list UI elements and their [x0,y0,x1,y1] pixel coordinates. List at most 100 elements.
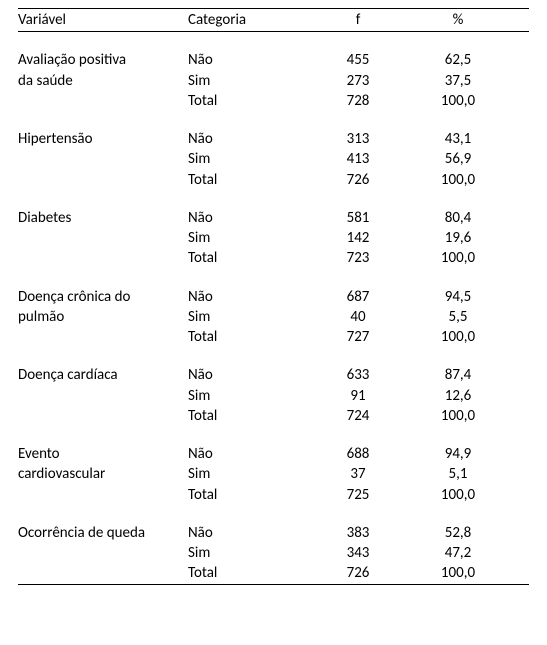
cell-variavel [18,386,188,406]
cell-f: 142 [308,228,408,248]
table-row: Sim41356,9 [18,149,529,169]
group-spacer [18,505,529,523]
cell-variavel [18,406,188,426]
table-row: Ocorrência de quedaNão38352,8 [18,523,529,543]
cell-f: 727 [308,327,408,347]
cell-categoria: Não [188,287,308,307]
table-row: Sim34347,2 [18,543,529,563]
cell-categoria: Total [188,170,308,190]
cell-categoria: Sim [188,543,308,563]
cell-categoria: Não [188,444,308,464]
cell-pct: 100,0 [408,327,508,347]
cell-pct: 12,6 [408,386,508,406]
cell-categoria: Total [188,563,308,583]
cell-categoria: Sim [188,464,308,484]
cell-f: 273 [308,71,408,91]
cell-variavel: Ocorrência de queda [18,523,188,543]
cell-pct: 87,4 [408,365,508,385]
cell-variavel [18,248,188,268]
cell-variavel: Diabetes [18,208,188,228]
cell-categoria: Não [188,50,308,70]
cell-f: 726 [308,170,408,190]
cell-categoria: Total [188,485,308,505]
cell-categoria: Total [188,327,308,347]
cell-f: 728 [308,91,408,111]
cell-categoria: Não [188,523,308,543]
cell-f: 91 [308,386,408,406]
header-categoria: Categoria [188,10,308,30]
cell-f: 687 [308,287,408,307]
group-spacer [18,111,529,129]
table-body: Avaliação positivaNão45562,5da saúdeSim2… [18,32,529,584]
cell-pct: 56,9 [408,149,508,169]
cell-pct: 94,9 [408,444,508,464]
table-row: Total728100,0 [18,91,529,111]
table-header-row: Variável Categoria f % [18,8,529,32]
cell-pct: 47,2 [408,543,508,563]
cell-pct: 100,0 [408,91,508,111]
table-row: Avaliação positivaNão45562,5 [18,50,529,70]
cell-categoria: Sim [188,307,308,327]
cell-pct: 100,0 [408,248,508,268]
cell-f: 40 [308,307,408,327]
header-variavel: Variável [18,10,188,30]
table-row: Doença crônica doNão68794,5 [18,287,529,307]
cell-variavel [18,327,188,347]
table-row: HipertensãoNão31343,1 [18,129,529,149]
cell-variavel [18,563,188,583]
cell-categoria: Não [188,129,308,149]
cell-pct: 62,5 [408,50,508,70]
cell-pct: 37,5 [408,71,508,91]
cell-pct: 94,5 [408,287,508,307]
cell-f: 725 [308,485,408,505]
cell-categoria: Sim [188,386,308,406]
cell-variavel: Avaliação positiva [18,50,188,70]
table-row: Total723100,0 [18,248,529,268]
cell-categoria: Sim [188,149,308,169]
cell-f: 633 [308,365,408,385]
cell-categoria: Sim [188,228,308,248]
table-row: Total727100,0 [18,327,529,347]
cell-variavel [18,149,188,169]
group-spacer [18,426,529,444]
cell-categoria: Total [188,248,308,268]
group-spacer [18,32,529,50]
cell-categoria: Total [188,91,308,111]
cell-variavel: Evento [18,444,188,464]
group-spacer [18,347,529,365]
cell-variavel [18,485,188,505]
table-row: EventoNão68894,9 [18,444,529,464]
cell-f: 723 [308,248,408,268]
cell-pct: 52,8 [408,523,508,543]
table-row: pulmãoSim405,5 [18,307,529,327]
cell-pct: 19,6 [408,228,508,248]
cell-variavel [18,543,188,563]
cell-variavel: Doença crônica do [18,287,188,307]
cell-pct: 5,1 [408,464,508,484]
cell-categoria: Não [188,365,308,385]
cell-variavel [18,170,188,190]
table-row: Doença cardíacaNão63387,4 [18,365,529,385]
cell-f: 688 [308,444,408,464]
cell-pct: 80,4 [408,208,508,228]
cell-f: 581 [308,208,408,228]
data-table: Variável Categoria f % Avaliação positiv… [0,0,547,591]
table-row: DiabetesNão58180,4 [18,208,529,228]
cell-variavel [18,228,188,248]
table-row: Sim9112,6 [18,386,529,406]
table-row: Total726100,0 [18,170,529,190]
cell-variavel: cardiovascular [18,464,188,484]
cell-pct: 100,0 [408,170,508,190]
group-spacer [18,190,529,208]
table-row: Total726100,0 [18,563,529,584]
table-row: cardiovascularSim375,1 [18,464,529,484]
cell-variavel [18,91,188,111]
cell-variavel: da saúde [18,71,188,91]
table-row: da saúdeSim27337,5 [18,71,529,91]
cell-categoria: Não [188,208,308,228]
cell-f: 413 [308,149,408,169]
cell-variavel: Doença cardíaca [18,365,188,385]
cell-variavel: Hipertensão [18,129,188,149]
cell-f: 37 [308,464,408,484]
table-row: Total725100,0 [18,485,529,505]
